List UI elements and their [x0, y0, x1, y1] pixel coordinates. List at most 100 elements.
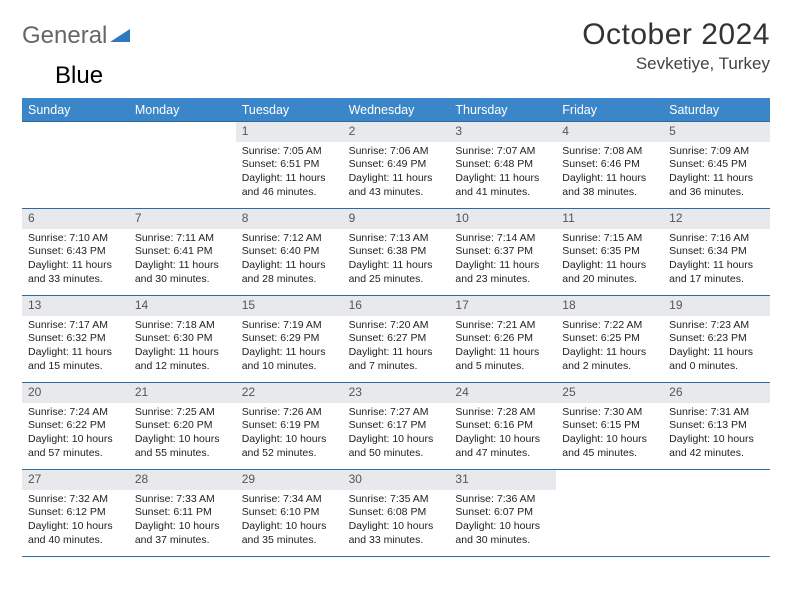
day-sr: Sunrise: 7:24 AM	[28, 406, 123, 420]
day-cell: 16Sunrise: 7:20 AMSunset: 6:27 PMDayligh…	[343, 296, 450, 382]
day-dl1: Daylight: 10 hours	[455, 520, 550, 534]
day-sr: Sunrise: 7:30 AM	[562, 406, 657, 420]
day-number: 22	[236, 383, 343, 403]
day-info: Sunrise: 7:17 AMSunset: 6:32 PMDaylight:…	[22, 316, 129, 378]
day-cell	[556, 470, 663, 556]
day-dl1: Daylight: 10 hours	[669, 433, 764, 447]
day-dl1: Daylight: 11 hours	[455, 172, 550, 186]
day-header-wednesday: Wednesday	[343, 98, 450, 121]
day-cell: 4Sunrise: 7:08 AMSunset: 6:46 PMDaylight…	[556, 122, 663, 208]
day-info: Sunrise: 7:28 AMSunset: 6:16 PMDaylight:…	[449, 403, 556, 465]
day-ss: Sunset: 6:40 PM	[242, 245, 337, 259]
day-cell: 27Sunrise: 7:32 AMSunset: 6:12 PMDayligh…	[22, 470, 129, 556]
day-header-friday: Friday	[556, 98, 663, 121]
day-sr: Sunrise: 7:36 AM	[455, 493, 550, 507]
day-number: 25	[556, 383, 663, 403]
day-cell: 26Sunrise: 7:31 AMSunset: 6:13 PMDayligh…	[663, 383, 770, 469]
day-number: 7	[129, 209, 236, 229]
day-ss: Sunset: 6:51 PM	[242, 158, 337, 172]
day-sr: Sunrise: 7:33 AM	[135, 493, 230, 507]
day-dl2: and 55 minutes.	[135, 447, 230, 461]
day-info: Sunrise: 7:32 AMSunset: 6:12 PMDaylight:…	[22, 490, 129, 552]
day-ss: Sunset: 6:32 PM	[28, 332, 123, 346]
day-cell: 5Sunrise: 7:09 AMSunset: 6:45 PMDaylight…	[663, 122, 770, 208]
day-dl1: Daylight: 10 hours	[349, 433, 444, 447]
day-info: Sunrise: 7:11 AMSunset: 6:41 PMDaylight:…	[129, 229, 236, 291]
day-dl1: Daylight: 11 hours	[28, 259, 123, 273]
week-row: 27Sunrise: 7:32 AMSunset: 6:12 PMDayligh…	[22, 470, 770, 557]
day-info: Sunrise: 7:35 AMSunset: 6:08 PMDaylight:…	[343, 490, 450, 552]
day-dl1: Daylight: 11 hours	[669, 259, 764, 273]
day-cell: 8Sunrise: 7:12 AMSunset: 6:40 PMDaylight…	[236, 209, 343, 295]
day-sr: Sunrise: 7:08 AM	[562, 145, 657, 159]
day-cell: 24Sunrise: 7:28 AMSunset: 6:16 PMDayligh…	[449, 383, 556, 469]
day-number: 10	[449, 209, 556, 229]
day-number: 1	[236, 122, 343, 142]
day-dl1: Daylight: 10 hours	[455, 433, 550, 447]
day-number: 27	[22, 470, 129, 490]
day-dl1: Daylight: 11 hours	[349, 259, 444, 273]
day-cell: 10Sunrise: 7:14 AMSunset: 6:37 PMDayligh…	[449, 209, 556, 295]
day-dl2: and 0 minutes.	[669, 360, 764, 374]
day-number: 16	[343, 296, 450, 316]
day-header-thursday: Thursday	[449, 98, 556, 121]
day-header-sunday: Sunday	[22, 98, 129, 121]
day-ss: Sunset: 6:19 PM	[242, 419, 337, 433]
day-sr: Sunrise: 7:06 AM	[349, 145, 444, 159]
day-number: 9	[343, 209, 450, 229]
day-number: 29	[236, 470, 343, 490]
day-sr: Sunrise: 7:23 AM	[669, 319, 764, 333]
day-sr: Sunrise: 7:31 AM	[669, 406, 764, 420]
day-sr: Sunrise: 7:25 AM	[135, 406, 230, 420]
day-cell: 12Sunrise: 7:16 AMSunset: 6:34 PMDayligh…	[663, 209, 770, 295]
day-dl1: Daylight: 10 hours	[562, 433, 657, 447]
logo-text-2: Blue	[55, 62, 103, 89]
day-number: 15	[236, 296, 343, 316]
logo: General	[22, 22, 130, 50]
day-dl2: and 38 minutes.	[562, 186, 657, 200]
day-info: Sunrise: 7:25 AMSunset: 6:20 PMDaylight:…	[129, 403, 236, 465]
day-sr: Sunrise: 7:15 AM	[562, 232, 657, 246]
day-dl2: and 40 minutes.	[28, 534, 123, 548]
day-cell: 28Sunrise: 7:33 AMSunset: 6:11 PMDayligh…	[129, 470, 236, 556]
day-cell: 2Sunrise: 7:06 AMSunset: 6:49 PMDaylight…	[343, 122, 450, 208]
day-dl2: and 2 minutes.	[562, 360, 657, 374]
day-number: 2	[343, 122, 450, 142]
day-dl1: Daylight: 10 hours	[135, 520, 230, 534]
day-dl2: and 57 minutes.	[28, 447, 123, 461]
day-sr: Sunrise: 7:13 AM	[349, 232, 444, 246]
day-number: 12	[663, 209, 770, 229]
day-dl1: Daylight: 10 hours	[349, 520, 444, 534]
day-cell: 1Sunrise: 7:05 AMSunset: 6:51 PMDaylight…	[236, 122, 343, 208]
day-dl2: and 52 minutes.	[242, 447, 337, 461]
week-row: 1Sunrise: 7:05 AMSunset: 6:51 PMDaylight…	[22, 122, 770, 209]
day-dl1: Daylight: 11 hours	[135, 259, 230, 273]
day-ss: Sunset: 6:43 PM	[28, 245, 123, 259]
day-cell: 13Sunrise: 7:17 AMSunset: 6:32 PMDayligh…	[22, 296, 129, 382]
day-dl1: Daylight: 11 hours	[349, 346, 444, 360]
day-ss: Sunset: 6:13 PM	[669, 419, 764, 433]
logo-triangle-icon	[110, 22, 130, 50]
day-ss: Sunset: 6:35 PM	[562, 245, 657, 259]
day-info: Sunrise: 7:09 AMSunset: 6:45 PMDaylight:…	[663, 142, 770, 204]
day-dl2: and 30 minutes.	[455, 534, 550, 548]
day-info: Sunrise: 7:18 AMSunset: 6:30 PMDaylight:…	[129, 316, 236, 378]
day-dl2: and 12 minutes.	[135, 360, 230, 374]
day-dl1: Daylight: 11 hours	[669, 172, 764, 186]
day-sr: Sunrise: 7:26 AM	[242, 406, 337, 420]
day-dl1: Daylight: 11 hours	[669, 346, 764, 360]
day-dl2: and 30 minutes.	[135, 273, 230, 287]
day-info: Sunrise: 7:13 AMSunset: 6:38 PMDaylight:…	[343, 229, 450, 291]
day-info: Sunrise: 7:20 AMSunset: 6:27 PMDaylight:…	[343, 316, 450, 378]
weeks-container: 1Sunrise: 7:05 AMSunset: 6:51 PMDaylight…	[22, 122, 770, 557]
day-dl1: Daylight: 11 hours	[562, 346, 657, 360]
day-info: Sunrise: 7:23 AMSunset: 6:23 PMDaylight:…	[663, 316, 770, 378]
day-sr: Sunrise: 7:11 AM	[135, 232, 230, 246]
day-sr: Sunrise: 7:21 AM	[455, 319, 550, 333]
day-dl2: and 33 minutes.	[28, 273, 123, 287]
day-number: 23	[343, 383, 450, 403]
day-info: Sunrise: 7:33 AMSunset: 6:11 PMDaylight:…	[129, 490, 236, 552]
day-header-saturday: Saturday	[663, 98, 770, 121]
day-ss: Sunset: 6:07 PM	[455, 506, 550, 520]
day-cell: 29Sunrise: 7:34 AMSunset: 6:10 PMDayligh…	[236, 470, 343, 556]
